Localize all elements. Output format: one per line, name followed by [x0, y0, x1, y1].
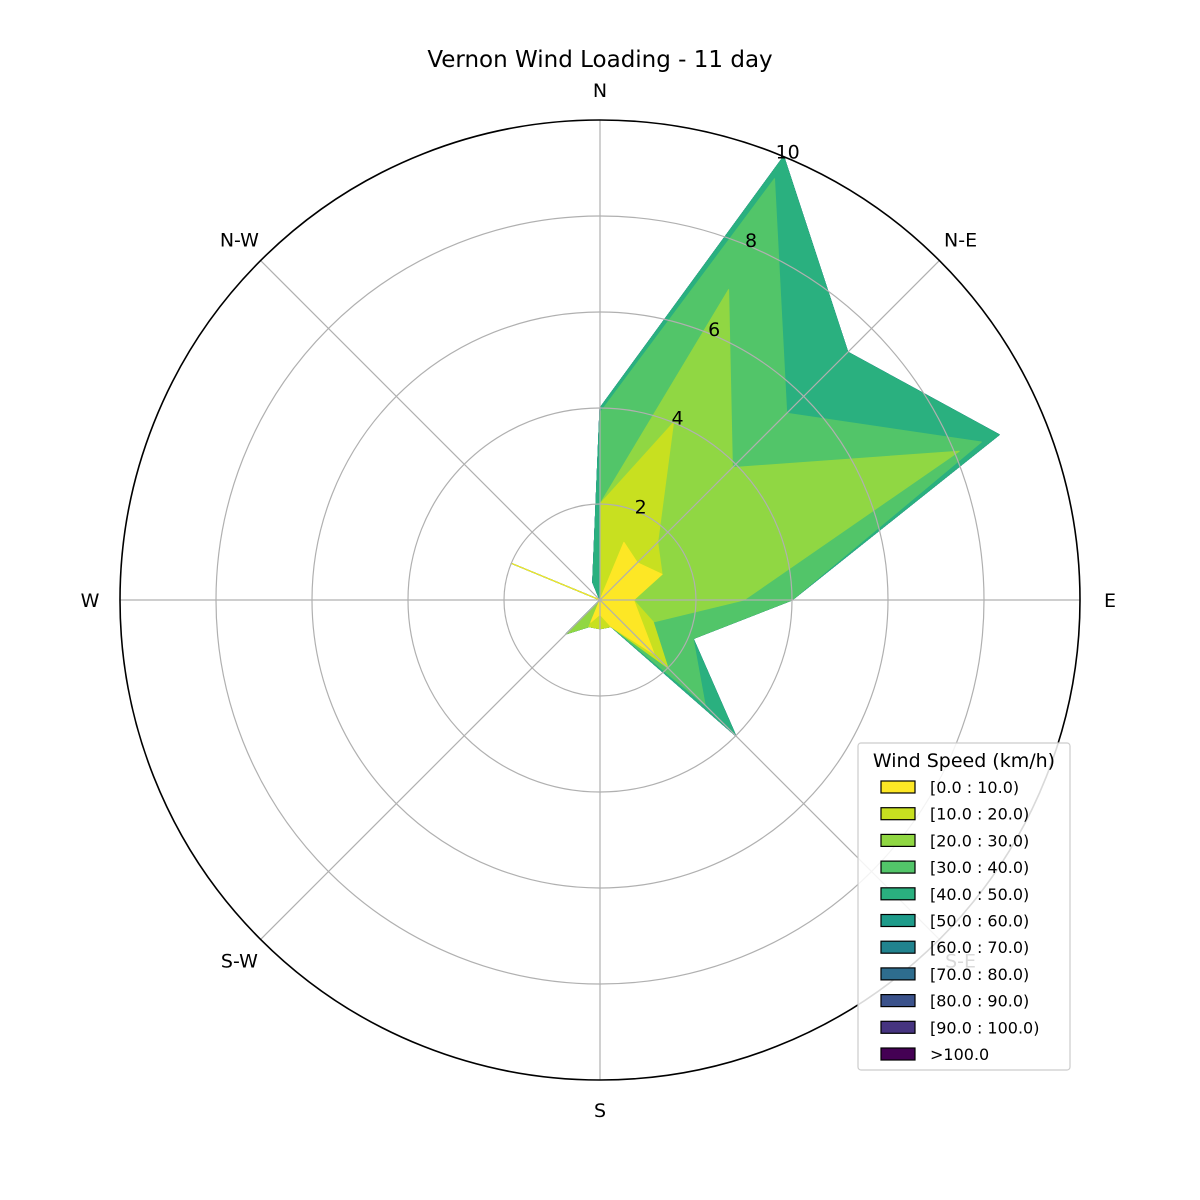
legend-swatch-0 — [880, 780, 916, 794]
legend-swatch-8 — [880, 993, 916, 1008]
legend-swatch-2 — [880, 833, 916, 848]
direction-label-s-w: S-W — [221, 951, 258, 973]
legend-label-8: [80.0 : 90.0) — [930, 992, 1029, 1011]
legend-label-7: [70.0 : 80.0) — [930, 965, 1029, 984]
legend-swatch-4 — [880, 887, 916, 901]
grid-spoke-7 — [260, 260, 601, 601]
radial-tick-8: 8 — [745, 230, 757, 252]
legend-frame — [857, 742, 1071, 1071]
direction-label-n: N — [593, 80, 607, 102]
legend-items: [0.0 : 10.0) [10.0 : 20.0) [20.0 : 30.0) [3… — [880, 778, 1039, 1064]
radial-tick-2: 2 — [635, 496, 647, 518]
legend-label-2: [20.0 : 30.0) — [930, 831, 1029, 850]
grid-spoke-5 — [260, 599, 601, 940]
legend-swatch-6 — [880, 940, 916, 954]
direction-label-w: W — [81, 590, 100, 612]
direction-label-s: S — [594, 1100, 606, 1122]
polar-grid — [120, 120, 1080, 1080]
grid-spoke-1 — [599, 260, 940, 601]
radial-tick-6: 6 — [708, 319, 720, 341]
legend-swatch-9 — [880, 1020, 916, 1034]
speed-layers — [510, 156, 1000, 737]
direction-label-e: E — [1104, 590, 1116, 612]
legend-swatch-3 — [880, 860, 916, 874]
legend-label-5: [50.0 : 60.0) — [930, 912, 1029, 931]
radial-tick-4: 4 — [671, 408, 683, 430]
legend-label-0: [0.0 : 10.0) — [930, 778, 1019, 797]
legend-label-9: [90.0 : 100.0) — [930, 1018, 1039, 1037]
speed-layer-1 — [510, 422, 674, 669]
direction-label-n-w: N-W — [220, 229, 259, 251]
radial-tick-labels: 2 4 6 8 10 — [635, 142, 800, 519]
legend-label-1: [10.0 : 20.0) — [930, 805, 1029, 824]
legend-title: Wind Speed (km/h) — [873, 750, 1055, 772]
legend-swatch-5 — [880, 913, 916, 928]
chart-title: Vernon Wind Loading - 11 day — [427, 47, 772, 73]
legend: Wind Speed (km/h) [0.0 : 10.0) [10.0 : 20… — [857, 742, 1071, 1071]
legend-swatch-1 — [880, 807, 916, 821]
legend-label-6: [60.0 : 70.0) — [930, 938, 1029, 957]
outer-frame — [119, 119, 1081, 1081]
legend-label-10: >100.0 — [930, 1045, 989, 1064]
legend-label-3: [30.0 : 40.0) — [930, 858, 1029, 877]
legend-swatch-10 — [880, 1047, 916, 1061]
legend-swatch-7 — [880, 967, 916, 981]
radial-tick-10: 10 — [776, 142, 800, 164]
legend-label-4: [40.0 : 50.0) — [930, 885, 1029, 904]
direction-label-n-e: N-E — [944, 229, 977, 251]
